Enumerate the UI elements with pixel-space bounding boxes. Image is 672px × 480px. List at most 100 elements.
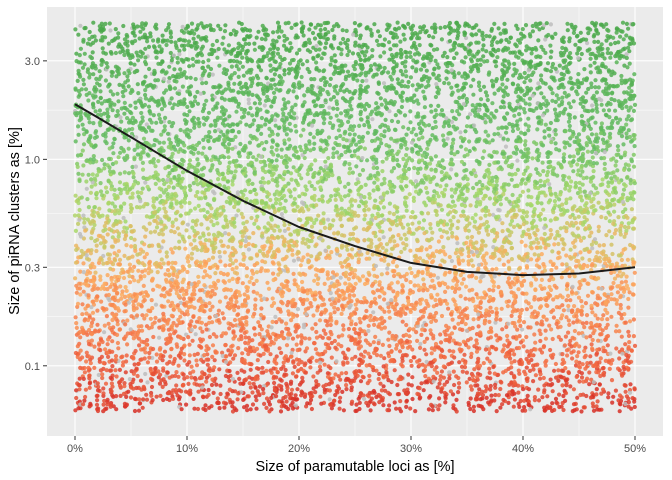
data-point (106, 337, 111, 342)
data-point (240, 281, 245, 286)
data-point (511, 335, 516, 340)
data-point (522, 80, 527, 85)
data-point (567, 274, 572, 279)
data-point (329, 332, 334, 337)
data-point (121, 215, 126, 221)
data-point (538, 178, 543, 183)
data-point (414, 227, 419, 232)
data-point (595, 316, 600, 321)
data-point (376, 29, 381, 34)
data-point (480, 155, 485, 160)
data-point (212, 212, 217, 217)
data-point (217, 367, 222, 372)
data-point (293, 403, 298, 408)
data-point (513, 123, 519, 128)
data-point (143, 371, 148, 377)
data-point (568, 214, 573, 219)
data-point (438, 203, 443, 208)
data-point (569, 179, 574, 184)
data-point (387, 403, 392, 408)
data-point (530, 156, 535, 161)
data-point (152, 143, 157, 148)
data-point (217, 160, 222, 166)
data-point (566, 318, 571, 323)
data-point (356, 51, 361, 57)
data-point (298, 58, 303, 63)
data-point (164, 279, 169, 284)
data-point (326, 30, 331, 35)
data-point (352, 21, 357, 26)
data-point (233, 258, 239, 263)
data-point (546, 32, 551, 38)
data-point (113, 27, 118, 32)
data-point (161, 324, 166, 329)
data-point (259, 36, 264, 42)
data-point (86, 172, 91, 177)
data-point (291, 82, 296, 87)
data-point (471, 146, 476, 151)
data-point (631, 108, 637, 113)
data-point (217, 63, 222, 68)
data-point (313, 322, 318, 327)
data-point (363, 107, 368, 112)
data-point (545, 68, 550, 73)
data-point (227, 114, 232, 119)
data-point (114, 394, 119, 399)
data-point (612, 276, 618, 281)
data-point (508, 35, 513, 40)
data-point (210, 343, 216, 348)
data-point (106, 114, 111, 119)
data-point (375, 90, 380, 95)
data-point (131, 171, 136, 176)
data-point (314, 273, 319, 278)
data-point (183, 246, 188, 251)
data-point (228, 219, 233, 225)
data-point (622, 46, 627, 51)
data-point (335, 207, 340, 212)
data-point (352, 124, 357, 129)
data-point (432, 286, 437, 291)
data-point (329, 58, 334, 63)
data-point (201, 233, 206, 238)
data-point (440, 258, 445, 263)
data-point (312, 141, 317, 146)
data-point (108, 89, 113, 94)
data-points (72, 20, 638, 414)
data-point (555, 229, 560, 234)
data-point (539, 201, 544, 206)
data-point (496, 166, 501, 172)
data-point (585, 135, 590, 140)
data-point (483, 243, 488, 248)
data-point (102, 398, 107, 403)
data-point (292, 187, 297, 192)
data-point (161, 177, 166, 183)
data-point (551, 210, 556, 215)
data-point (158, 194, 163, 199)
data-point (618, 293, 623, 298)
data-point (483, 90, 488, 95)
data-point (410, 221, 415, 226)
data-point (450, 285, 455, 290)
data-point (111, 170, 116, 175)
data-point (526, 116, 531, 121)
data-point (550, 249, 555, 254)
data-point (349, 288, 354, 293)
data-point (442, 25, 448, 30)
data-point (162, 124, 167, 129)
data-point (250, 390, 255, 395)
data-point (542, 135, 547, 140)
data-point (257, 101, 262, 106)
data-point (422, 96, 428, 101)
data-point (470, 325, 475, 331)
data-point (154, 138, 159, 143)
data-point (579, 409, 584, 414)
data-point (413, 143, 418, 148)
data-point (438, 374, 443, 379)
data-point (318, 236, 323, 241)
data-point (387, 330, 392, 335)
data-point (450, 119, 455, 124)
data-point (441, 375, 446, 380)
data-point (506, 40, 512, 45)
data-point (172, 102, 177, 107)
data-point (446, 81, 451, 86)
